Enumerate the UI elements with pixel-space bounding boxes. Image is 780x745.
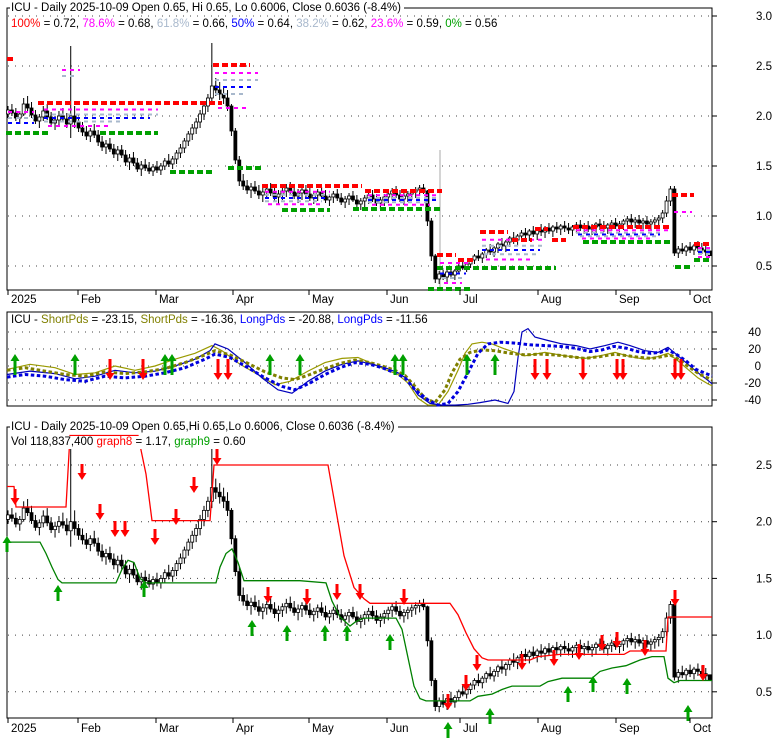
longpds1-value: = -20.88, [285,314,338,326]
shortpds2-value: = -16.36, [187,314,240,326]
fib-786-value: = 0.68, [114,18,157,30]
longpds1-label: LongPds [239,314,286,326]
svg-text:Jun: Jun [390,294,409,306]
fib-rows-layer [8,69,712,284]
stop-lines [7,434,712,702]
fib-382-label: 38.2% [296,18,329,30]
svg-text:2025: 2025 [11,294,37,306]
panel1-fib-legend: 100% = 0.72, 78.6% = 0.68, 61.8% = 0.66,… [10,18,501,31]
svg-text:0.5: 0.5 [756,687,772,699]
svg-text:Feb: Feb [81,294,101,306]
shortpds1-value: = -23.15, [88,314,141,326]
panel1-title: ICU - Daily 2025-10-09 Open 0.65, Hi 0.6… [10,2,404,15]
longpds2-label: LongPds [337,314,383,326]
time-axis: 2025 Feb Mar Apr May Jun Jul Aug Sep Oct [7,290,712,306]
svg-text:40: 40 [748,327,761,339]
svg-text:2.5: 2.5 [756,460,772,472]
svg-text:Sep: Sep [619,294,639,306]
fib-786-label: 78.6% [82,18,115,30]
svg-text:20: 20 [748,344,761,356]
svg-text:Mar: Mar [159,294,179,306]
svg-text:2.5: 2.5 [756,61,772,73]
svg-text:Apr: Apr [236,723,254,735]
svg-text:Oct: Oct [693,723,712,735]
signal-arrows [2,449,708,738]
fib-382-value: = 0.62, [328,18,371,30]
fib-0-value: = 0.56 [461,18,498,30]
svg-text:Jul: Jul [463,723,478,735]
svg-text:Aug: Aug [541,294,561,306]
svg-text:2.0: 2.0 [756,111,772,123]
svg-text:3.0: 3.0 [756,11,772,23]
svg-text:May: May [312,723,334,735]
panel-frame: 2.5 2.0 1.5 1.0 0.5 [6,426,772,719]
svg-text:Feb: Feb [81,723,101,735]
fib-236-label: 23.6% [370,18,404,30]
signal-panel[interactable] [7,427,712,718]
svg-text:Jun: Jun [390,723,409,735]
svg-text:Mar: Mar [159,723,179,735]
fib-50-value: = 0.64, [254,18,297,30]
graph8-value: = 1.17, [132,436,175,448]
shortpds1-label: ShortPds [41,314,89,326]
svg-text:Aug: Aug [541,723,561,735]
svg-text:1.5: 1.5 [756,161,772,173]
svg-text:Oct: Oct [693,294,712,306]
panel3-title: ICU - Daily 2025-10-09 Open 0.65,Hi 0.65… [10,421,398,434]
graph8-label: graph8 [96,436,133,448]
time-axis: 2025 Feb Mar Apr May Jun Jul Aug Sep Oct [7,718,712,735]
svg-text:Apr: Apr [236,294,254,306]
fib-0-label: 0% [445,18,462,30]
fib-50-label: 50% [231,18,255,30]
panel-frame: 40 20 0 -20 -40 [6,311,761,407]
svg-text:Sep: Sep [619,723,639,735]
svg-text:1.0: 1.0 [756,630,772,642]
volume-label: Vol 118,837,400 [11,436,97,448]
svg-text:2025: 2025 [11,723,37,735]
fib-100-label: 100% [11,18,41,30]
graph9-label: graph9 [174,436,210,448]
shortpds2-label: ShortPds [140,314,188,326]
svg-text:1.0: 1.0 [756,211,772,223]
svg-text:May: May [312,294,334,306]
signal-arrows [10,354,686,380]
price-panel[interactable] [7,8,712,290]
fib-618-label: 61.8% [156,18,190,30]
svg-text:0: 0 [755,361,761,373]
fib-236-value: = 0.59, [403,18,446,30]
graph9-value: = 0.60 [210,436,246,448]
panel2-symbol: ICU - [11,314,42,326]
svg-text:1.5: 1.5 [756,573,772,585]
pivot-levels-layer [6,57,712,291]
fib-618-value: = 0.66, [189,18,232,30]
svg-text:0.5: 0.5 [756,261,772,273]
svg-text:-40: -40 [744,395,761,407]
svg-text:2.0: 2.0 [756,517,772,529]
panel3-legend: Vol 118,837,400 graph8 = 1.17, graph9 = … [10,436,249,449]
longpds2-value: = -11.56 [382,314,428,326]
svg-text:Jul: Jul [463,294,478,306]
panel2-title: ICU - ShortPds = -23.15, ShortPds = -16.… [10,314,431,327]
svg-text:-20: -20 [744,378,761,390]
fib-100-value: = 0.72, [40,18,83,30]
